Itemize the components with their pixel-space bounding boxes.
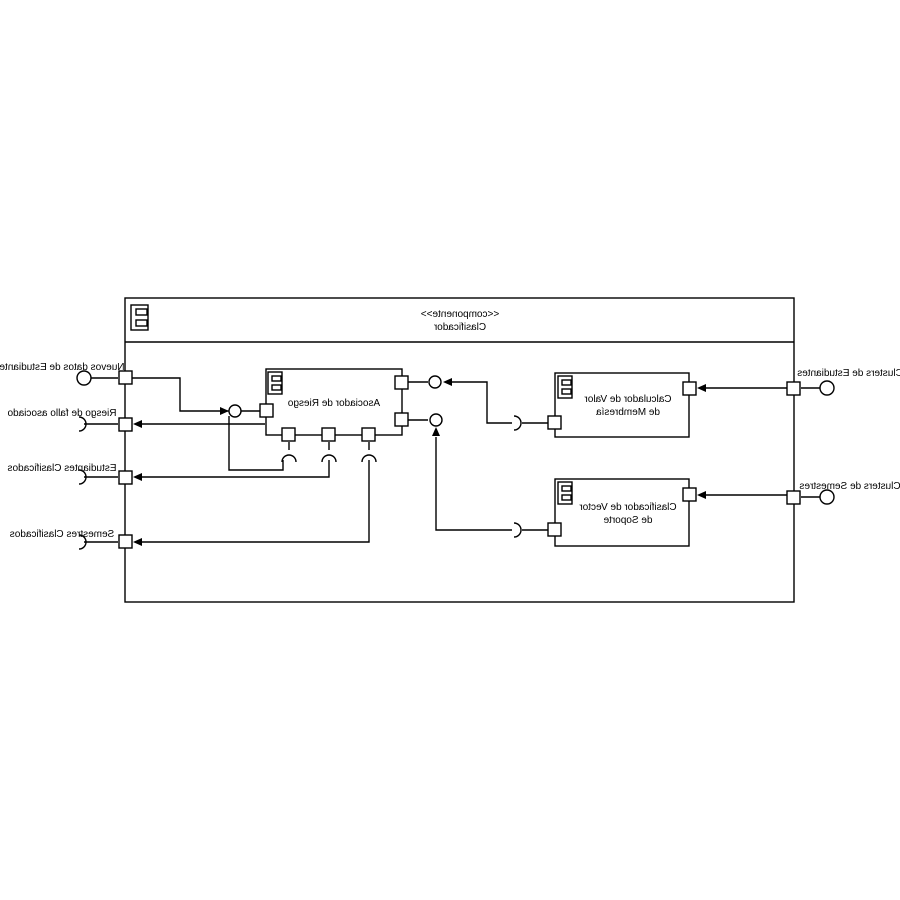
calculador-label-line2: de Membresía [596, 407, 660, 418]
socket-asociador-1 [281, 454, 297, 463]
port-right-clusters-semestres [786, 490, 801, 505]
port-clasificador-right [682, 487, 697, 502]
ports [118, 370, 801, 549]
clasificador-component[interactable]: <<componente>> Clasificador [124, 297, 795, 603]
port-asociador-bottom-3 [361, 427, 376, 442]
port-left-estudiantes [118, 470, 133, 485]
external-labels: Nuevos datos de Estudiante Riesgo de fal… [0, 362, 900, 540]
component-icon [267, 371, 283, 395]
lollipop-asociador-lower [429, 413, 443, 427]
stereotype-label: <<componente>> [421, 309, 500, 320]
socket-riesgo-fallo [78, 416, 87, 432]
port-asociador-right-top [394, 375, 409, 390]
port-calculador-right [682, 381, 697, 396]
port-left-riesgo [118, 417, 133, 432]
connector-nuevos-datos [132, 377, 222, 412]
lollipop-asociador-input [228, 404, 242, 418]
socket-calculador [513, 415, 522, 431]
port-asociador-left [259, 403, 274, 418]
connector-semestres-clasificados [141, 460, 370, 543]
label-clusters-estudiantes: Clusters de Estudiantes [797, 368, 900, 379]
label-semestres-clasificados: Semestres Clasificados [10, 529, 114, 540]
port-asociador-bottom-1 [281, 427, 296, 442]
lollipop-clusters-estudiantes [819, 380, 835, 396]
connector-estudiantes-clasificados [141, 460, 330, 478]
port-asociador-bottom-2 [321, 427, 336, 442]
socket-asociador-3 [361, 454, 377, 463]
clasificador-label-line1: Clasificador de Vector [579, 502, 677, 513]
label-clusters-semestres: Clusters de Semestres [799, 481, 900, 492]
socket-semestres-clasificados [78, 534, 87, 550]
connector-clasificador-asociador [435, 437, 512, 531]
label-riesgo-fallo: Riesgo de fallo asociado [7, 408, 116, 419]
asociador-label: Asociador de Riesgo [287, 398, 380, 409]
component-icon [557, 375, 573, 399]
lollipop-nuevos-datos [76, 370, 92, 386]
component-icon [130, 304, 149, 331]
connectors [84, 377, 820, 546]
component-icon [557, 481, 573, 505]
lollipop-asociador-upper [428, 375, 442, 389]
port-right-clusters-estudiantes [786, 381, 801, 396]
asociador-de-riesgo-component[interactable]: Asociador de Riesgo [265, 368, 403, 436]
socket-asociador-2 [321, 454, 337, 463]
socket-estudiantes-clasificados [78, 469, 87, 485]
lollipop-clusters-semestres [819, 489, 835, 505]
clasificador-label-line2: de Soporte [603, 515, 652, 526]
port-asociador-right-bottom [394, 412, 409, 427]
port-left-semestres [118, 534, 133, 549]
socket-clasificador [513, 522, 522, 538]
port-calculador-left [547, 415, 562, 430]
lollipops [76, 370, 835, 505]
port-left-nuevos [118, 370, 133, 385]
clasificador-svm-component[interactable]: Clasificador de Vector de Soporte [554, 478, 690, 547]
label-nuevos-datos: Nuevos datos de Estudiante [0, 362, 125, 373]
port-clasificador-left [547, 522, 562, 537]
sockets [78, 415, 522, 550]
calculador-de-valor-component[interactable]: Calculador de Valor de Membresía [554, 372, 690, 438]
connector-calculador-asociador [452, 381, 512, 424]
label-estudiantes-clasificados: Estudiantes Clasificados [8, 463, 117, 474]
component-name: Clasificador [433, 322, 486, 333]
calculador-label-line1: Calculador de Valor [584, 394, 672, 405]
